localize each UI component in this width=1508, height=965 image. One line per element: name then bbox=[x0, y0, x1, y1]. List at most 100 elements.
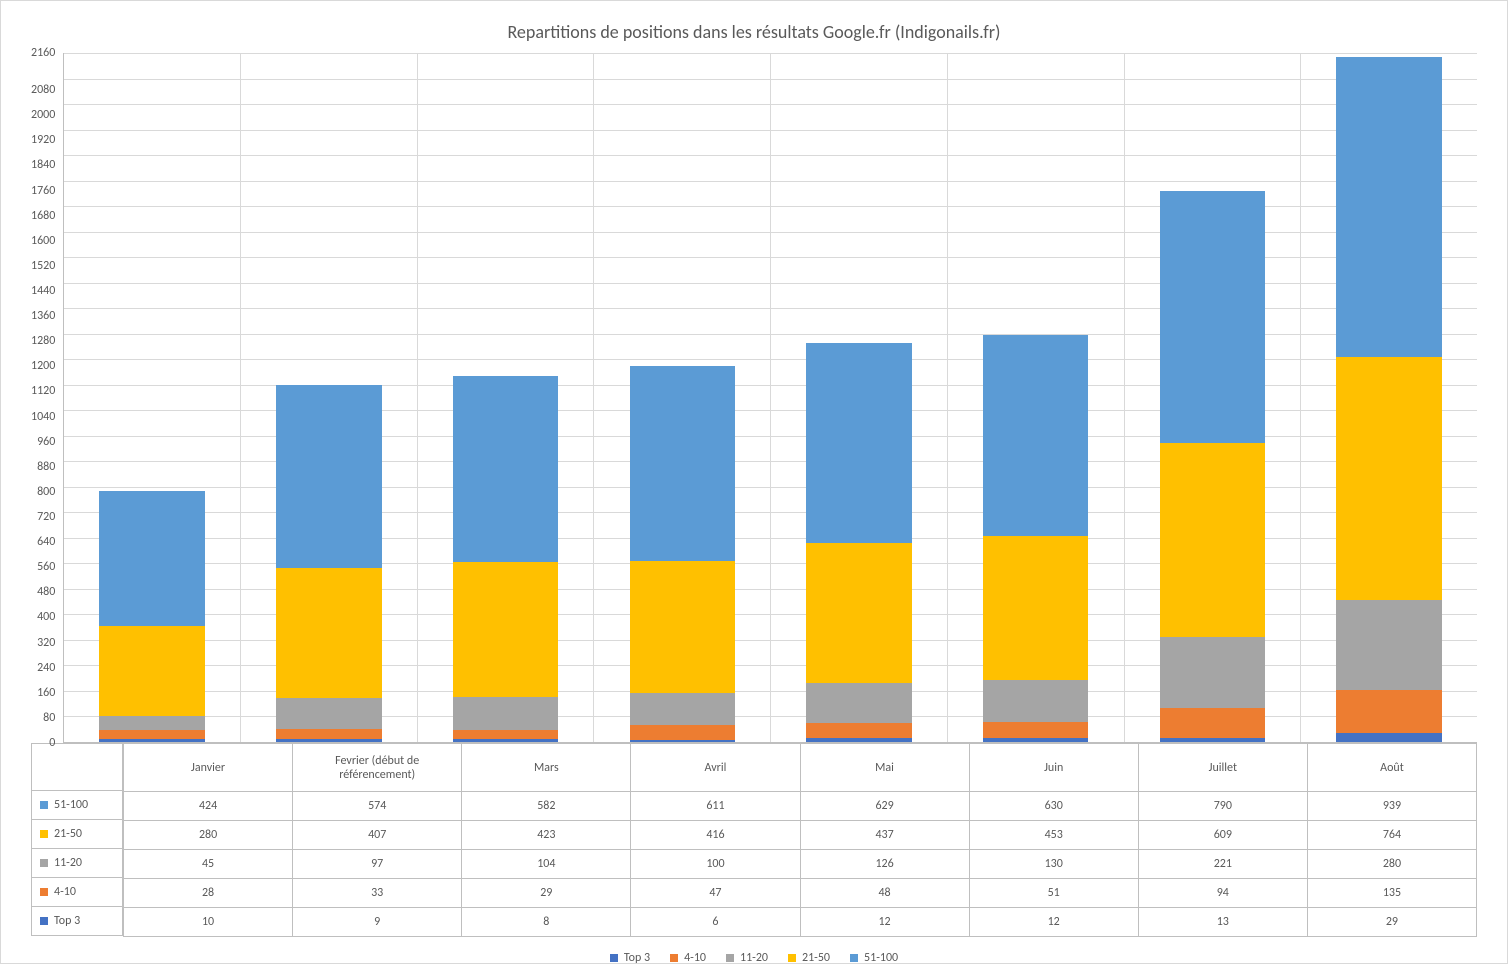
bar-segment bbox=[453, 376, 558, 562]
legend-item: 21-50 bbox=[788, 951, 830, 965]
bar-segment bbox=[1336, 57, 1441, 357]
y-tick-label: 1920 bbox=[31, 134, 55, 146]
legend-label: 11-20 bbox=[740, 951, 768, 965]
table-cell: 28 bbox=[124, 879, 293, 908]
table-row: 280407423416437453609764 bbox=[124, 821, 1477, 850]
table-row: 424574582611629630790939 bbox=[124, 792, 1477, 821]
table-cell: 939 bbox=[1307, 792, 1476, 821]
bar-segment bbox=[983, 335, 1088, 536]
table-cell: 51 bbox=[969, 879, 1138, 908]
table-cell: 94 bbox=[1138, 879, 1307, 908]
y-tick-label: 1040 bbox=[31, 411, 55, 423]
table-cell: 12 bbox=[969, 908, 1138, 937]
bar-segment bbox=[453, 562, 558, 697]
bar-segment bbox=[1160, 443, 1265, 637]
table-cell: 407 bbox=[293, 821, 462, 850]
y-tick-label: 1200 bbox=[31, 360, 55, 372]
bar-segment bbox=[983, 722, 1088, 738]
table-row: 28332947485194135 bbox=[124, 879, 1477, 908]
bar-segment bbox=[630, 740, 735, 742]
bar-segment bbox=[983, 738, 1088, 742]
table-cell: 48 bbox=[800, 879, 969, 908]
table-cell: 437 bbox=[800, 821, 969, 850]
table-cell: 611 bbox=[631, 792, 800, 821]
table-column-header: Avril bbox=[631, 744, 800, 792]
table-row-label: 51-100 bbox=[54, 798, 88, 812]
bar-slot bbox=[594, 53, 771, 742]
table-row-header: 4-10 bbox=[31, 878, 123, 907]
y-tick-label: 800 bbox=[37, 486, 55, 498]
legend-swatch-icon bbox=[670, 954, 678, 962]
y-axis: 2160208020001920184017601680160015201440… bbox=[31, 53, 63, 743]
legend-swatch-icon bbox=[40, 859, 48, 867]
y-tick-label: 240 bbox=[37, 662, 55, 674]
bar bbox=[99, 53, 204, 742]
table-row-header: 21-50 bbox=[31, 820, 123, 849]
table-cell: 629 bbox=[800, 792, 969, 821]
bar-segment bbox=[276, 739, 381, 742]
bar-segment bbox=[99, 626, 204, 715]
table-cell: 609 bbox=[1138, 821, 1307, 850]
y-tick-label: 160 bbox=[37, 687, 55, 699]
bar bbox=[806, 53, 911, 742]
legend-swatch-icon bbox=[610, 954, 618, 962]
bar-segment bbox=[453, 730, 558, 739]
bar-segment bbox=[806, 683, 911, 723]
bar-slot bbox=[1301, 53, 1477, 742]
y-tick-label: 1440 bbox=[31, 285, 55, 297]
table-cell: 630 bbox=[969, 792, 1138, 821]
bar-segment bbox=[806, 543, 911, 682]
y-tick-label: 1360 bbox=[31, 310, 55, 322]
y-tick-label: 1600 bbox=[31, 235, 55, 247]
bar-segment bbox=[806, 738, 911, 742]
bar-segment bbox=[453, 697, 558, 730]
legend-item: 51-100 bbox=[850, 951, 898, 965]
table-cell: 29 bbox=[1307, 908, 1476, 937]
row-headers: 51-10021-5011-204-10Top 3 bbox=[31, 743, 123, 937]
bar-segment bbox=[1336, 690, 1441, 733]
table-cell: 764 bbox=[1307, 821, 1476, 850]
table-column-header: Juin bbox=[969, 744, 1138, 792]
table-cell: 574 bbox=[293, 792, 462, 821]
legend-swatch-icon bbox=[850, 954, 858, 962]
legend-swatch-icon bbox=[40, 801, 48, 809]
bar-segment bbox=[1336, 600, 1441, 689]
table-cell: 135 bbox=[1307, 879, 1476, 908]
bar-slot bbox=[1125, 53, 1302, 742]
y-tick-label: 320 bbox=[37, 637, 55, 649]
bar-segment bbox=[276, 568, 381, 698]
bar-segment bbox=[1336, 357, 1441, 601]
legend-swatch-icon bbox=[40, 917, 48, 925]
table-cell: 221 bbox=[1138, 850, 1307, 879]
table-cell: 126 bbox=[800, 850, 969, 879]
legend-swatch-icon bbox=[40, 888, 48, 896]
y-tick-label: 560 bbox=[37, 561, 55, 573]
y-tick-label: 880 bbox=[37, 461, 55, 473]
y-tick-label: 2000 bbox=[31, 109, 55, 121]
table-cell: 10 bbox=[124, 908, 293, 937]
bar-segment bbox=[630, 366, 735, 561]
table-row-label: 4-10 bbox=[54, 885, 76, 899]
table-column-header: Juillet bbox=[1138, 744, 1307, 792]
bar bbox=[276, 53, 381, 742]
chart-title: Repartitions de positions dans les résul… bbox=[31, 21, 1477, 43]
legend-swatch-icon bbox=[40, 830, 48, 838]
y-tick-label: 960 bbox=[37, 436, 55, 448]
y-tick-label: 2160 bbox=[31, 47, 55, 59]
table-row-header: 11-20 bbox=[31, 849, 123, 878]
table-cell: 13 bbox=[1138, 908, 1307, 937]
table-cell: 9 bbox=[293, 908, 462, 937]
table-corner-cell bbox=[31, 743, 123, 791]
bar-segment bbox=[1160, 637, 1265, 707]
bar bbox=[630, 53, 735, 742]
y-tick-label: 1280 bbox=[31, 335, 55, 347]
data-table: JanvierFevrier (début de référencement)M… bbox=[123, 743, 1477, 937]
bar-segment bbox=[630, 693, 735, 725]
table-cell: 29 bbox=[462, 879, 631, 908]
table-cell: 12 bbox=[800, 908, 969, 937]
bar-segment bbox=[99, 716, 204, 730]
y-tick-label: 1120 bbox=[31, 385, 55, 397]
table-header-row: JanvierFevrier (début de référencement)M… bbox=[124, 744, 1477, 792]
y-tick-label: 1760 bbox=[31, 185, 55, 197]
table-column-header: Fevrier (début de référencement) bbox=[293, 744, 462, 792]
